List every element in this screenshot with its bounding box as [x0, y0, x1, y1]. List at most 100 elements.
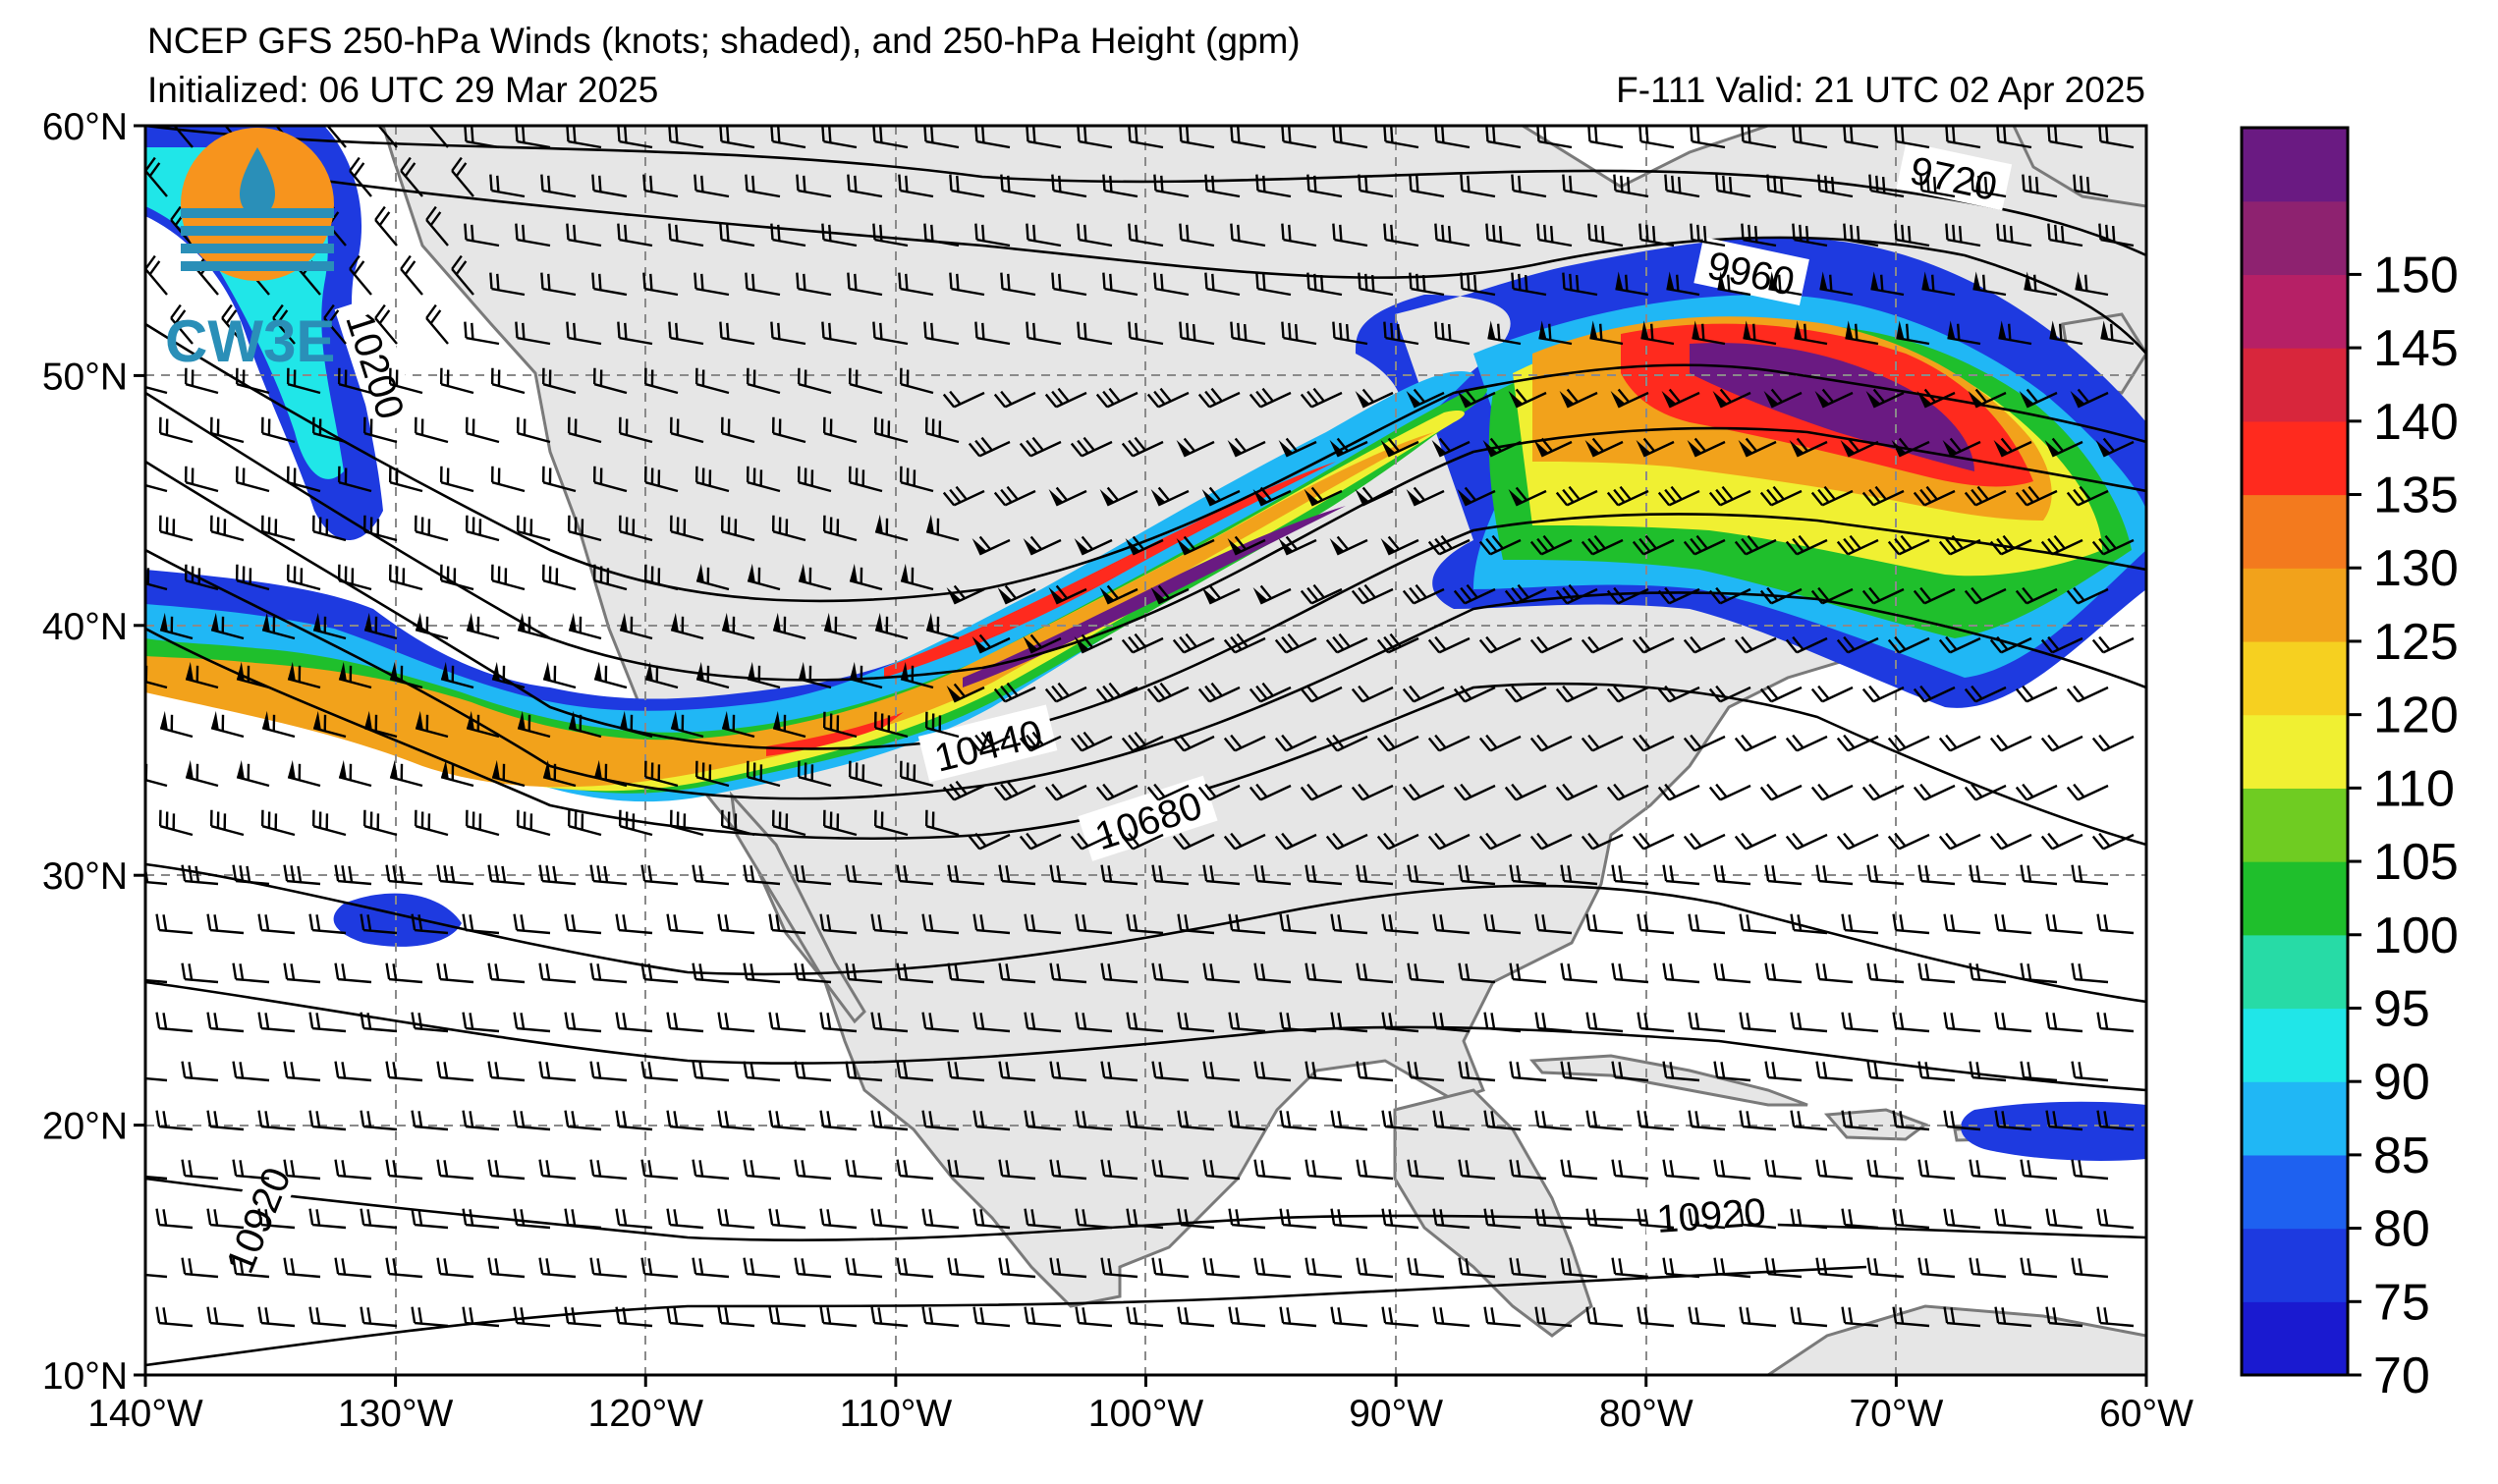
wind-barb	[389, 759, 423, 788]
wind-barb	[1613, 174, 1649, 198]
wind-barb	[1432, 913, 1471, 935]
wind-barb	[2022, 174, 2058, 198]
wind-barb	[1810, 783, 1854, 801]
wind-barb	[971, 535, 1011, 556]
wind-barb	[411, 1012, 449, 1033]
wind-barb	[232, 1061, 270, 1082]
wind-barb	[538, 864, 577, 886]
wind-barb	[462, 1110, 500, 1131]
wind-barb	[1023, 633, 1062, 654]
wind-barb	[1739, 913, 1777, 935]
wind-barb	[1662, 1159, 1700, 1181]
wind-barb	[1555, 685, 1598, 703]
wind-barb	[1049, 962, 1087, 984]
wind-barb	[1989, 635, 2032, 654]
wind-barb	[1611, 864, 1649, 886]
wind-barb	[1434, 126, 1471, 149]
wind-barb	[717, 1110, 755, 1131]
wind-barb	[1151, 864, 1190, 886]
wind-barb	[849, 563, 883, 591]
wind-barb	[1504, 583, 1547, 605]
wind-barb	[1100, 1061, 1138, 1082]
y-tick-label: 30°N	[42, 855, 128, 898]
contour-label-bg	[334, 295, 420, 435]
wind-barb	[210, 710, 245, 739]
wind-barb	[1223, 734, 1266, 752]
wind-barb	[1381, 1110, 1419, 1131]
wind-barb	[1913, 586, 1956, 605]
wind-barb	[921, 1306, 960, 1328]
wind-barb	[567, 416, 602, 444]
wind-barb	[538, 1159, 577, 1181]
wind-barb	[1585, 1306, 1624, 1328]
wind-barb	[974, 321, 1011, 346]
wind-barb	[1921, 271, 1956, 297]
wind-barb	[589, 1159, 628, 1181]
wind-barb	[872, 223, 909, 247]
wind-barb	[1121, 632, 1164, 654]
jet-core-red	[766, 323, 2033, 756]
wind-barb	[1815, 962, 1854, 984]
wind-barb	[462, 1306, 500, 1328]
colorbar-tick-label: 150	[2373, 247, 2459, 303]
wind-barb	[643, 564, 679, 591]
wind-barb	[1994, 1306, 2032, 1328]
wind-barb	[768, 913, 806, 935]
wind-barb	[1197, 387, 1241, 409]
wind-barb	[1560, 1159, 1598, 1181]
x-tick-label: 80°W	[1599, 1393, 1693, 1435]
wind-barb	[845, 1061, 883, 1082]
wind-barb	[334, 1061, 372, 1082]
wind-barb	[692, 1159, 730, 1181]
wind-barb	[743, 1257, 781, 1279]
wind-barb	[1305, 1061, 1343, 1082]
wind-barb	[1457, 388, 1496, 409]
wind-barb	[2091, 635, 2135, 654]
wind-barb	[1688, 1012, 1726, 1033]
wind-barb	[1964, 586, 2007, 605]
wind-barb	[692, 962, 730, 984]
wind-barb	[640, 1159, 679, 1181]
wind-barb	[719, 223, 755, 247]
wind-barb	[947, 1257, 985, 1279]
wind-barb	[1485, 223, 1522, 247]
wind-barb	[1407, 1159, 1445, 1181]
wind-barb	[1024, 913, 1062, 935]
wind-barb	[1427, 534, 1471, 556]
wind-barb	[260, 809, 296, 837]
wind-barb	[145, 977, 168, 984]
wind-barb	[794, 1257, 832, 1279]
wind-barb	[845, 1159, 883, 1181]
wind-barb	[363, 612, 398, 640]
wind-barb	[1407, 962, 1445, 984]
wind-barb	[1460, 272, 1496, 297]
wind-barb	[206, 1110, 245, 1131]
wind-barb	[971, 633, 1011, 654]
wind-barb	[870, 1208, 909, 1230]
wind-barb	[1099, 584, 1138, 605]
wind-barb	[1253, 962, 1292, 984]
wind-barb	[1971, 174, 2007, 198]
wind-barb	[181, 962, 219, 984]
wind-barb	[564, 1110, 602, 1131]
wind-barb	[1536, 126, 1573, 149]
colorbar-tick-label: 85	[2373, 1127, 2430, 1184]
wind-barb	[232, 1159, 270, 1181]
wind-barb	[2071, 1257, 2109, 1279]
wind-barb	[1734, 534, 1777, 556]
wind-barb	[1715, 174, 1751, 198]
wind-barb	[487, 1257, 526, 1279]
wind-barb	[1741, 223, 1777, 247]
y-tick-label: 20°N	[42, 1106, 128, 1148]
wind-barb	[411, 1306, 449, 1328]
wind-barb	[720, 515, 755, 542]
wind-barb	[1150, 486, 1190, 507]
wind-barb	[717, 1012, 755, 1033]
y-tick-label: 10°N	[42, 1355, 128, 1398]
wind-barb	[385, 864, 423, 886]
y-tick-label: 60°N	[42, 106, 128, 148]
wind-barb	[1790, 1208, 1828, 1230]
wind-barb	[385, 1159, 423, 1181]
wind-barb	[257, 1306, 296, 1328]
wind-barb	[1355, 388, 1394, 409]
